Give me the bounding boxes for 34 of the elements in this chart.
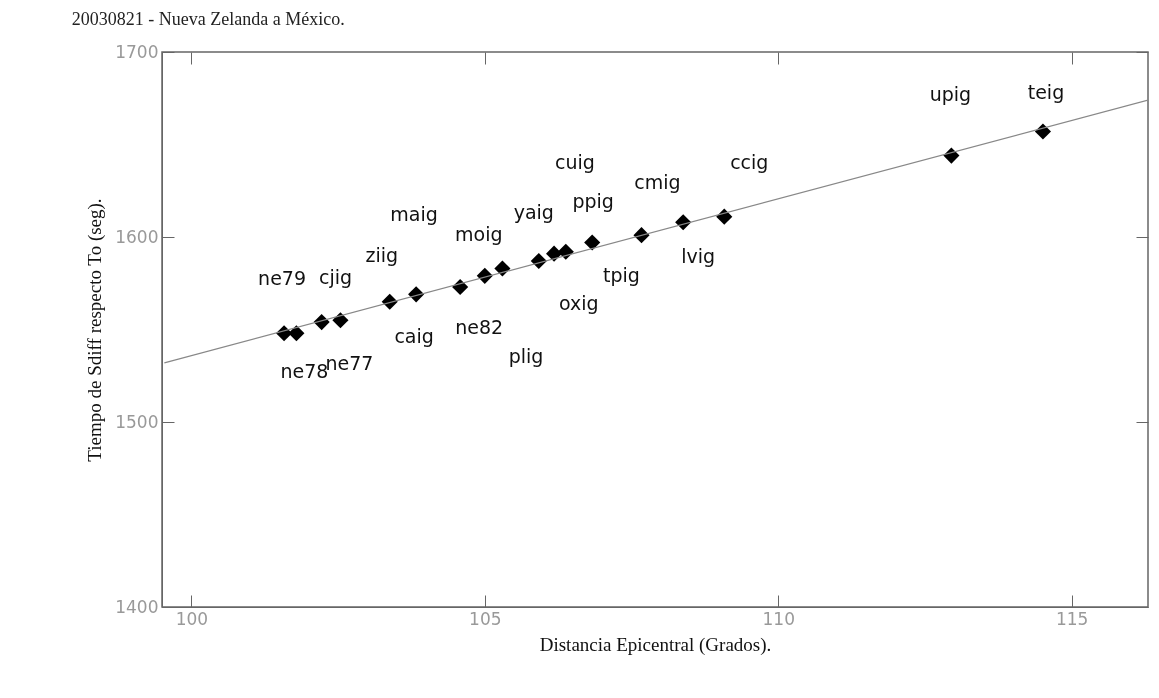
y-tick-label: 1600	[115, 226, 159, 247]
x-tick-label: 110	[762, 608, 795, 629]
annotation: maig	[390, 203, 438, 225]
annotation: upig	[929, 82, 972, 105]
point	[332, 312, 349, 329]
annotation: ppig	[572, 189, 614, 212]
annotation: caig	[394, 325, 434, 348]
point	[557, 243, 574, 260]
annotation: ziig	[365, 243, 399, 266]
annotation: ne79	[258, 267, 307, 290]
x-axis-title: Distancia Epicentral (Grados).	[539, 633, 772, 656]
x-tick-label: 100	[175, 608, 209, 629]
point	[584, 234, 601, 251]
y-tick-label: 1400	[115, 596, 159, 617]
point	[494, 260, 511, 277]
annotation: oxig	[558, 291, 599, 314]
annotation: tpig	[603, 264, 640, 287]
annotation: cmig	[634, 171, 681, 194]
chart-title: 20030821 - Nueva Zelanda a México.	[71, 9, 345, 29]
annotation: plig	[508, 345, 544, 367]
annotation: yaig	[513, 201, 554, 224]
y-tick-label: 1500	[115, 411, 159, 432]
x-tick-label: 115	[1055, 608, 1089, 629]
annotation: lvig	[681, 245, 716, 268]
annotation: cuig	[555, 151, 595, 173]
annotation: cjig	[319, 266, 353, 289]
y-axis-title: Tiempo de Sdiff respecto To (seg).	[84, 198, 107, 462]
annotation: ccig	[730, 150, 769, 173]
annotation: moig	[455, 222, 503, 245]
point	[288, 325, 305, 342]
y-tick-label: 1700	[115, 41, 159, 62]
annotation: ne82	[455, 315, 504, 338]
annotation: teig	[1027, 80, 1065, 103]
x-tick-label: 105	[469, 608, 502, 629]
